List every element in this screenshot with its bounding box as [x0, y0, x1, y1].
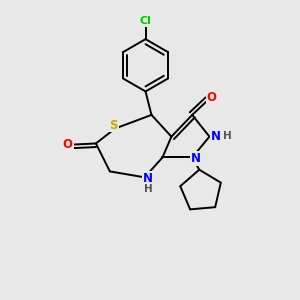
Text: S: S	[109, 118, 118, 131]
Text: N: N	[211, 130, 221, 142]
Text: N: N	[143, 172, 153, 185]
Text: H: H	[224, 131, 232, 141]
Text: Cl: Cl	[140, 16, 152, 26]
Text: O: O	[206, 91, 217, 103]
Text: O: O	[63, 138, 73, 151]
Text: N: N	[191, 152, 201, 165]
Text: H: H	[144, 184, 153, 194]
